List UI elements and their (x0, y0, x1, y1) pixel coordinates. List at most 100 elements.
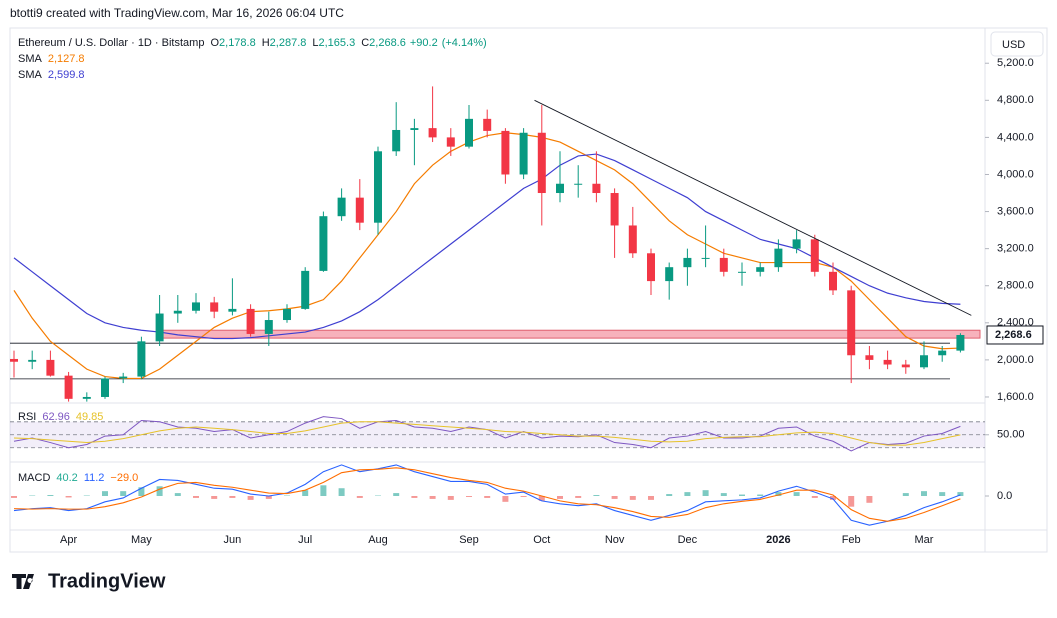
x-tick-label: Oct (533, 534, 550, 546)
candle-body (247, 309, 255, 334)
macd-value: 11.2 (84, 472, 105, 484)
candle-body (738, 272, 746, 273)
candle-body (137, 341, 145, 376)
candle-body (920, 355, 928, 367)
ohlc-key: C (361, 37, 369, 49)
symbol: Ethereum / U.S. Dollar · 1D · Bitstamp (18, 37, 204, 49)
macd-value: −29.0 (110, 472, 138, 484)
x-tick-label: Feb (842, 534, 861, 546)
y-tick-label: 1,600.0 (997, 391, 1034, 403)
candle-body (647, 253, 655, 281)
candle-body (192, 302, 200, 310)
candle-body (556, 184, 564, 193)
candle-body (756, 267, 764, 272)
rsi-value: 49.85 (76, 411, 104, 423)
candle-body (28, 360, 36, 362)
candle-body (592, 184, 600, 193)
brand: TradingView (48, 570, 166, 592)
macd-histogram-bar (193, 496, 199, 498)
macd-histogram-bar (921, 491, 927, 496)
macd-histogram-bar (393, 493, 399, 496)
y-tick-label: 3,600.0 (997, 205, 1034, 217)
candle-body (465, 119, 473, 147)
macd-histogram-bar (502, 496, 508, 502)
candle-body (447, 137, 455, 146)
change-pct: (+4.14%) (442, 37, 487, 49)
attribution: btotti9 created with TradingView.com, Ma… (10, 6, 344, 20)
macd-histogram-bar (211, 496, 217, 499)
rsi-value: 62.96 (42, 411, 70, 423)
macd-histogram-bar (648, 496, 654, 500)
ohlc-key: H (262, 37, 270, 49)
y-tick-label: 5,200.0 (997, 57, 1034, 69)
candle-body (938, 351, 946, 356)
ohlc-value: 2,287.8 (270, 37, 307, 49)
candle-body (865, 355, 873, 360)
sma-value: 2,599.8 (48, 69, 85, 81)
macd-histogram-bar (721, 493, 727, 496)
macd-histogram-bar (66, 496, 72, 497)
rsi-name: RSI (18, 411, 36, 423)
y-tick-label: 2,000.0 (997, 354, 1034, 366)
macd-histogram-bar (430, 496, 436, 499)
ohlc-value: 2,178.8 (219, 37, 256, 49)
candle-body (520, 133, 528, 175)
macd-histogram-bar (757, 495, 763, 496)
candle-body (319, 216, 327, 271)
macd-histogram-bar (903, 493, 909, 496)
candle-body (10, 359, 18, 362)
x-tick-label: Jun (224, 534, 242, 546)
macd-histogram-bar (684, 492, 690, 496)
macd-histogram-bar (848, 496, 854, 507)
ohlc-value: 2,165.3 (319, 37, 356, 49)
x-tick-label: Apr (60, 534, 77, 546)
candle-body (65, 376, 73, 399)
y-tick-label: 0.0 (997, 490, 1012, 502)
macd-histogram-bar (339, 488, 345, 496)
candle-body (811, 239, 819, 271)
x-tick-label: Aug (368, 534, 388, 546)
macd-histogram-bar (557, 496, 563, 499)
y-tick-label: 3,200.0 (997, 243, 1034, 255)
x-tick-label: 2026 (766, 534, 790, 546)
y-tick-label: 2,800.0 (997, 280, 1034, 292)
macd-histogram-value: 40.2 (56, 472, 77, 484)
candle-body (156, 314, 164, 342)
x-tick-label: Jul (298, 534, 312, 546)
candle-body (83, 397, 91, 399)
candle-body (793, 239, 801, 248)
macd-histogram-bar (466, 496, 472, 497)
y-tick-label: 50.00 (997, 429, 1025, 441)
macd-histogram-bar (521, 496, 527, 497)
candle-body (338, 198, 346, 217)
candle-body (683, 258, 691, 267)
candle-body (611, 193, 619, 225)
macd-histogram-bar (484, 496, 490, 498)
y-tick-label: 4,000.0 (997, 168, 1034, 180)
macd-histogram-bar (666, 494, 672, 496)
macd-histogram-bar (47, 495, 53, 496)
candle-body (101, 378, 109, 397)
candle-body (829, 272, 837, 291)
candle-body (665, 267, 673, 281)
currency: USD (1002, 39, 1025, 51)
sma-value: 2,127.8 (48, 53, 85, 65)
candle-body (392, 130, 400, 151)
change: +90.2 (410, 37, 438, 49)
macd-histogram-bar (229, 496, 235, 498)
ohlc-value: 2,268.6 (369, 37, 406, 49)
candle-body (847, 290, 855, 355)
candle-body (283, 309, 291, 320)
macd-name: MACD (18, 472, 50, 484)
macd-histogram-bar (157, 486, 163, 496)
candle-body (483, 119, 491, 131)
macd-histogram-bar (411, 496, 417, 498)
macd-histogram-bar (612, 496, 618, 499)
candle-body (501, 131, 509, 175)
macd-histogram-bar (812, 496, 818, 498)
sma-name: SMA (18, 69, 43, 81)
candle-body (774, 249, 782, 268)
